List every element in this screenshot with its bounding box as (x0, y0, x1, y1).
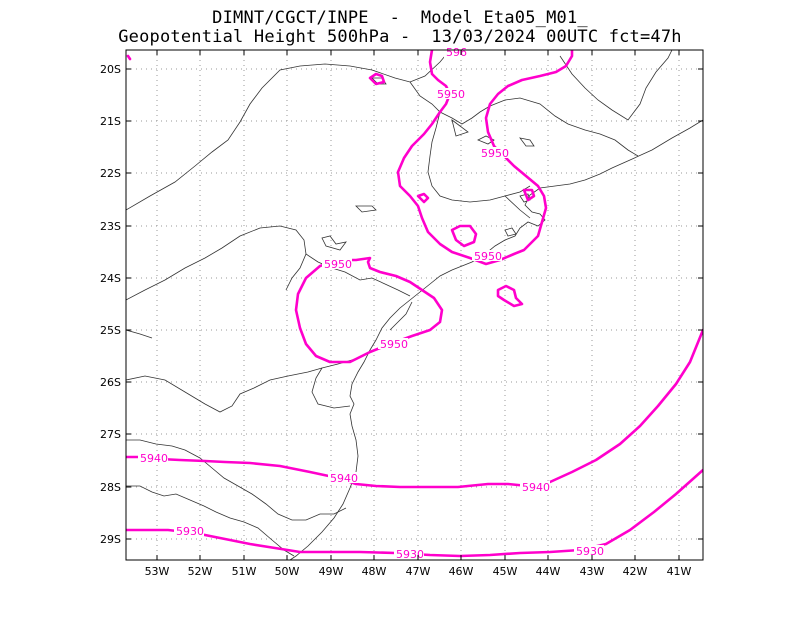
contour-label-5950-top: 5950 (437, 88, 465, 101)
lon-label: 49W (319, 565, 344, 578)
contour-label-5940-east: 5940 (522, 481, 550, 494)
lon-label: 41W (667, 565, 692, 578)
lat-label: 23S (100, 220, 121, 233)
contour-label-5930-mid: 5930 (396, 548, 424, 561)
contour-label-5930-east: 5930 (576, 545, 604, 558)
map-title-line1: DIMNT/CGCT/INPE - Model Eta05_M01_ (212, 8, 588, 28)
lon-label: 50W (275, 565, 300, 578)
contour-label-596-partial: 596 (446, 46, 467, 59)
contour-label-5950-bottom: 5950 (380, 338, 408, 351)
height-contours (126, 50, 703, 558)
longitude-labels: 53W 52W 51W 50W 49W 48W 47W 46W 45W 44W … (145, 565, 692, 578)
contour-label-5940-mid: 5940 (330, 472, 358, 485)
lon-label: 53W (145, 565, 170, 578)
map-frame (125, 49, 704, 561)
lat-label: 20S (100, 63, 121, 76)
latitude-labels: 20S 21S 22S 23S 24S 25S 26S 27S 28S 29S (100, 63, 121, 546)
contour-label-5950-west: 5950 (324, 258, 352, 271)
map-title-line2: Geopotential Height 500hPa - 13/03/2024 … (118, 27, 682, 47)
lon-label: 42W (623, 565, 648, 578)
grid (126, 50, 703, 560)
lat-label: 29S (100, 533, 121, 546)
lon-label: 46W (449, 565, 474, 578)
lat-label: 24S (100, 272, 121, 285)
lon-label: 44W (536, 565, 561, 578)
lat-label: 27S (100, 428, 121, 441)
contour-label-5930-west: 5930 (176, 525, 204, 538)
lon-label: 48W (362, 565, 387, 578)
lat-label: 28S (100, 481, 121, 494)
lat-label: 21S (100, 115, 121, 128)
lon-label: 47W (406, 565, 431, 578)
contour-label-5950-right: 5950 (481, 147, 509, 160)
lon-label: 43W (580, 565, 605, 578)
tick-marks (126, 50, 703, 560)
lat-label: 25S (100, 324, 121, 337)
lon-label: 51W (232, 565, 257, 578)
lat-label: 22S (100, 167, 121, 180)
contour-label-5950-coast: 5950 (474, 250, 502, 263)
coastline-and-borders (126, 50, 703, 560)
contour-labels: 5950 596 5950 5950 5950 5950 5940 5940 5… (138, 46, 604, 561)
lon-label: 45W (493, 565, 518, 578)
lat-label: 26S (100, 376, 121, 389)
contour-label-5940-west: 5940 (140, 452, 168, 465)
lon-label: 52W (188, 565, 213, 578)
